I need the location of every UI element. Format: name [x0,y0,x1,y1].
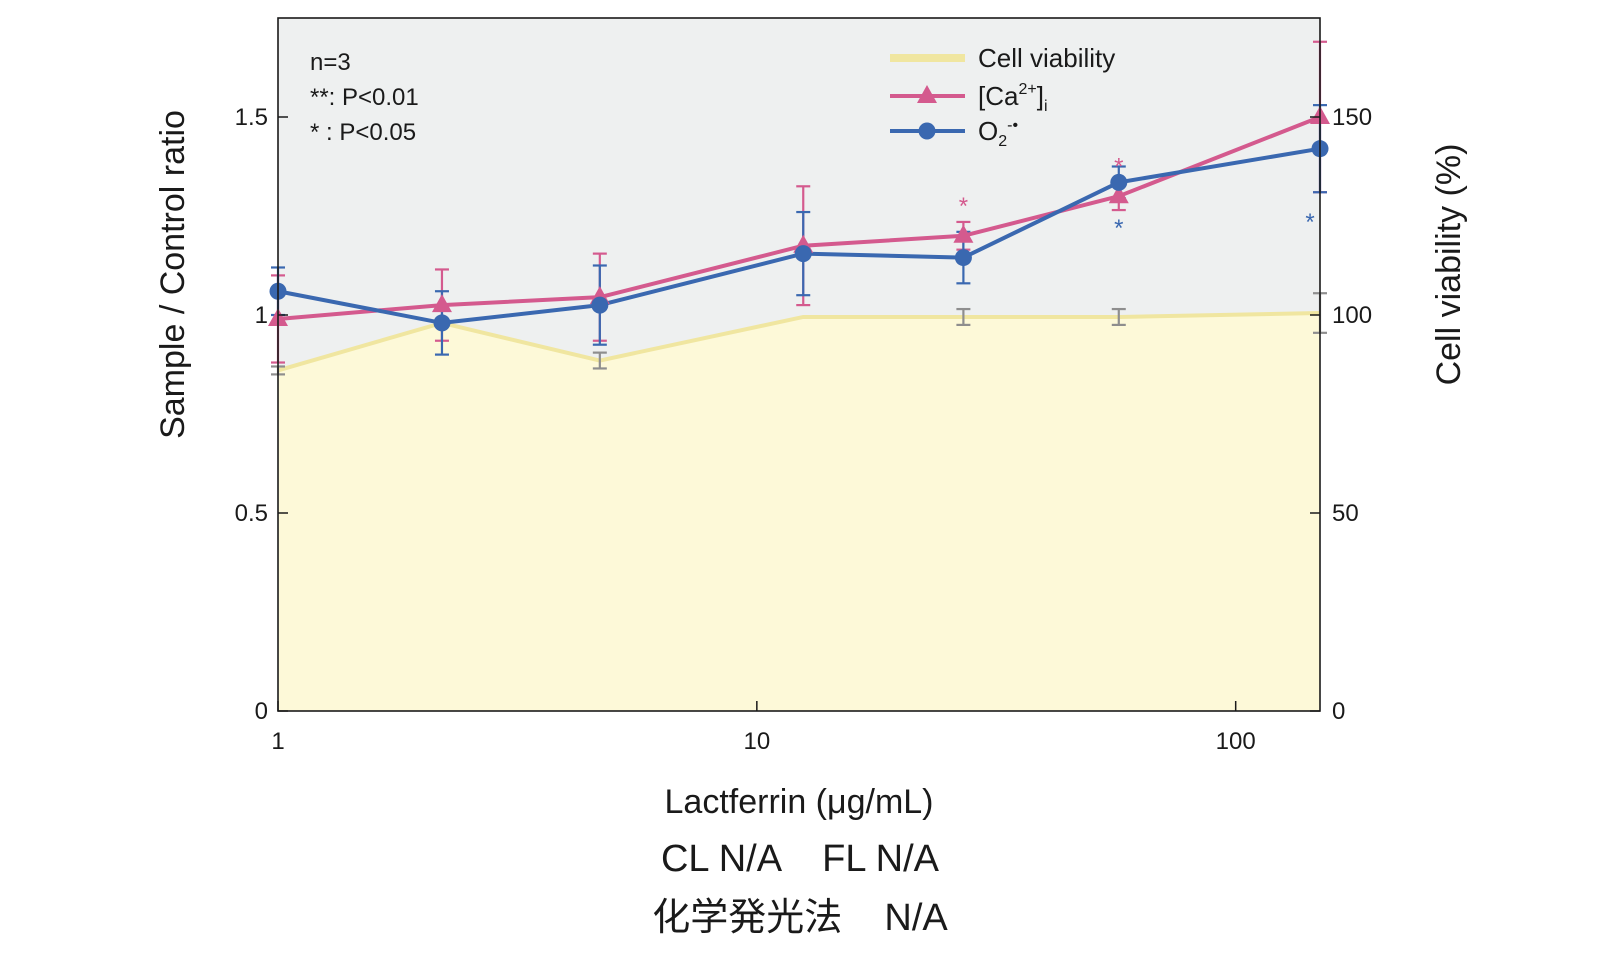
y-left-tick-label-2: 1 [255,302,268,329]
note-1: **: P<0.01 [310,84,419,111]
y-left-tick-label-0: 0 [255,698,268,725]
y-left-axis-title: Sample / Control ratio [154,110,192,439]
legend-marker-o2 [918,122,936,140]
ca-point-4 [953,224,974,243]
ca-point-1 [431,294,452,313]
legend-o2-sub: 2 [998,133,1007,150]
plot-frame [277,17,1321,712]
o2-point-2 [591,296,609,314]
plot-area: * * * * [268,18,1330,711]
o2-point-3 [794,245,812,263]
legend-label-ca: [Ca2+]i [978,81,1048,115]
legend: Cell viability[Ca2+]iO2-• [890,43,1115,150]
axes: 0 0.5 1 1.5 0 50 100 150 1 10 100 Lactferrin (μg/mL… [154,17,1468,821]
o2-significance-6: * [1305,209,1314,236]
note-2: * : P<0.05 [310,119,416,146]
legend-label-cell-viability: Cell viability [978,43,1115,73]
y-left-tick-label-3: 1.5 [235,104,268,131]
legend-label-o2: O2-• [978,116,1018,150]
legend-o2-sup: -• [1007,117,1018,134]
cell-viability-error-2 [592,351,607,370]
x-axis-title: Lactferrin (μg/mL) [665,783,934,821]
y-right-axis-title: Cell viability (%) [1430,144,1468,386]
ca-significance-5: * [1114,153,1123,180]
legend-ca-sub: i [1044,98,1048,115]
y-right-tick-label-0: 0 [1332,698,1345,725]
caption-line-2: 化学発光法 N/A [652,897,948,939]
o2-point-4 [954,249,972,267]
legend-ca-base: [Ca [978,81,1019,111]
legend-ca-sup: 2+ [1018,81,1036,98]
x-tick-label-2: 100 [1216,728,1256,755]
x-tick-label-1: 10 [743,728,770,755]
legend-ca-tail: ] [1037,81,1044,111]
ca-point-5 [1108,185,1129,204]
legend-marker-ca [917,85,937,103]
cell-viability-error-4 [956,307,971,326]
cell-viability-area [278,313,1320,711]
caption-line-1: CL N/A FL N/A [660,838,940,880]
y-right-tick-label-1: 50 [1332,500,1359,527]
y-left-tick-label-1: 0.5 [235,500,268,527]
y-right-tick-label-2: 100 [1332,302,1372,329]
o2-significance-5: * [1114,215,1123,242]
x-tick-label-0: 1 [271,728,284,755]
legend-o2-base: O [978,116,998,146]
cell-viability-error-5 [1111,307,1126,326]
notes: n=3 **: P<0.01 * : P<0.05 [310,49,419,146]
o2-point-1 [433,314,451,332]
y-right-tick-label-3: 150 [1332,104,1372,131]
ca-significance-4: * [959,193,968,220]
note-0: n=3 [310,49,351,76]
o2-point-5 [1110,173,1128,191]
